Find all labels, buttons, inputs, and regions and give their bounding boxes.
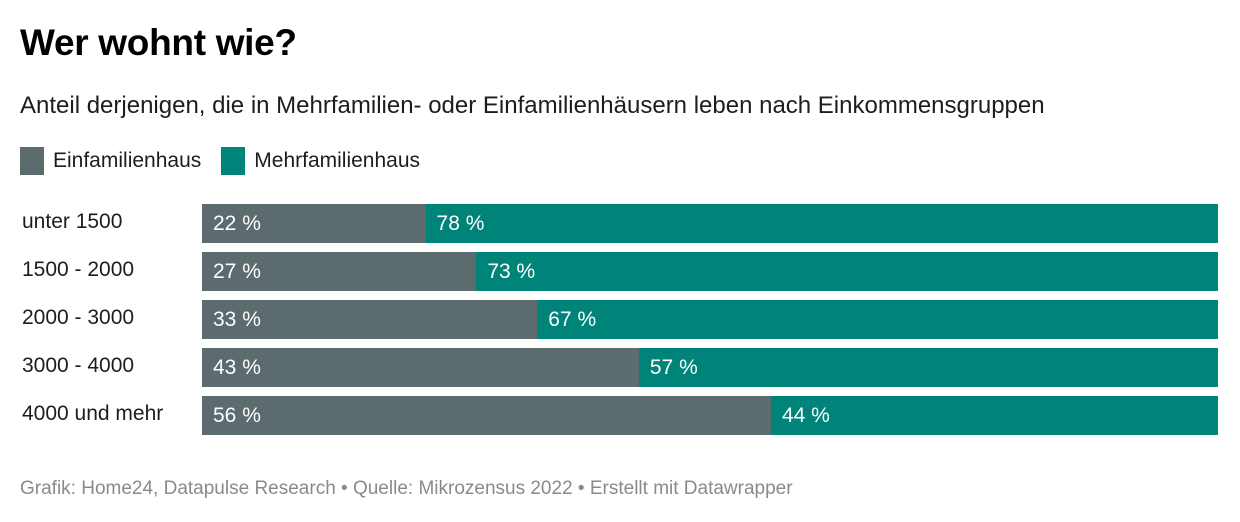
bar-segment-einfamilienhaus [202,300,538,339]
bar-segment-mehrfamilienhaus [537,300,1218,339]
bar-segment-einfamilienhaus [202,396,771,435]
category-label: unter 1500 [22,210,123,233]
legend-label: Einfamilienhaus [53,149,202,172]
category-label: 1500 - 2000 [22,258,135,281]
legend-label: Mehrfamilienhaus [254,149,421,172]
data-label: 22 % [213,212,261,235]
data-label: 57 % [649,356,698,379]
data-label: 56 % [213,404,261,427]
category-label: 2000 - 3000 [22,306,135,329]
data-label: 78 % [436,212,485,235]
data-label: 43 % [213,356,261,379]
category-label: 4000 und mehr [22,402,164,425]
category-label: 3000 - 4000 [22,354,135,377]
data-label: 73 % [487,260,536,283]
data-label: 27 % [213,260,261,283]
bar-segment-mehrfamilienhaus [476,252,1218,291]
legend-swatch-mehrfamilienhaus [221,147,246,175]
bar-segment-einfamilienhaus [202,252,477,291]
bar-segment-einfamilienhaus [202,204,426,243]
footer-credits: Grafik: Home24, Datapulse Research • Que… [20,478,793,499]
legend-swatch-einfamilienhaus [20,147,44,175]
bar-segment-mehrfamilienhaus [638,348,1218,387]
legend-item-mehrfamilienhaus: Mehrfamilienhaus [221,147,420,175]
chart-title: Wer wohnt wie? [20,22,297,63]
data-label: 44 % [781,404,830,427]
chart-subtitle: Anteil derjenigen, die in Mehrfamilien- … [20,92,1045,119]
bar-segment-mehrfamilienhaus [770,396,1218,435]
data-label: 67 % [548,308,597,331]
legend: Einfamilienhaus Mehrfamilienhaus [20,147,440,175]
bar-segment-einfamilienhaus [202,348,639,387]
bar-segment-mehrfamilienhaus [425,204,1218,243]
legend-item-einfamilienhaus: Einfamilienhaus [20,147,201,175]
data-label: 33 % [213,308,261,331]
